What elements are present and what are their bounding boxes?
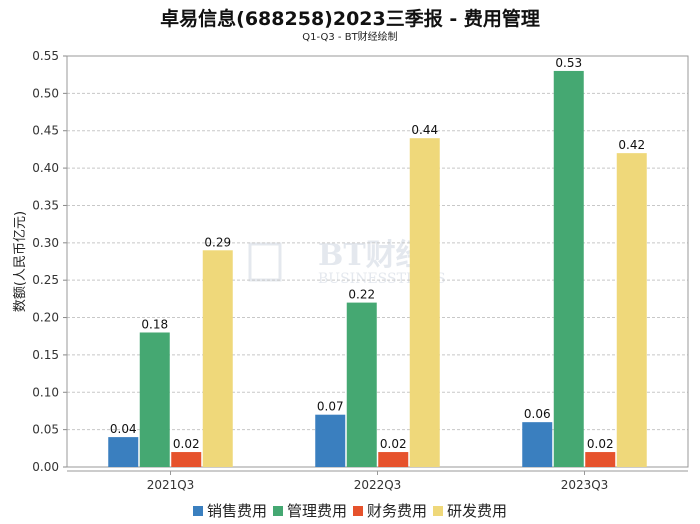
legend-swatch: [433, 506, 444, 516]
legend-label: 销售费用: [206, 502, 267, 520]
data-label: 0.07: [317, 400, 344, 414]
legend-label: 管理费用: [286, 502, 347, 520]
y-tick-label: 0.15: [32, 348, 59, 362]
y-tick-label: 0.25: [32, 273, 59, 287]
y-tick-label: 0.35: [32, 198, 59, 212]
bar-2023Q3-管理费用: [553, 70, 584, 467]
y-tick-label: 0.20: [32, 311, 59, 325]
bar-2022Q3-研发费用: [409, 138, 440, 467]
bar-2022Q3-管理费用: [346, 302, 377, 467]
data-label: 0.44: [411, 123, 438, 137]
legend-item[interactable]: 研发费用: [433, 500, 507, 521]
bar-2021Q3-研发费用: [202, 250, 233, 467]
data-label: 0.42: [618, 138, 645, 152]
legend-swatch: [353, 506, 363, 516]
bar-2023Q3-财务费用: [585, 452, 616, 467]
y-tick-label: 0.55: [32, 49, 59, 63]
y-tick-label: 0.45: [32, 124, 59, 138]
bar-2021Q3-财务费用: [171, 452, 202, 467]
watermark-logo: BT财经: [318, 238, 426, 273]
bar-2023Q3-研发费用: [616, 153, 647, 468]
legend: 销售费用 管理费用 财务费用 研发费用: [0, 500, 700, 521]
data-label: 0.02: [173, 437, 200, 451]
legend-label: 研发费用: [447, 502, 508, 520]
y-tick-label: 0.40: [32, 161, 59, 175]
bar-2022Q3-财务费用: [378, 452, 409, 467]
x-tick-label: 2021Q3: [147, 478, 195, 492]
y-tick-label: 0.05: [32, 423, 59, 437]
y-tick-label: 0.00: [32, 460, 59, 474]
data-label: 0.04: [110, 422, 137, 436]
legend-item[interactable]: 销售费用: [192, 500, 267, 521]
data-label: 0.18: [141, 317, 168, 331]
data-label: 0.53: [555, 56, 582, 70]
legend-swatch: [192, 506, 203, 516]
data-label: 0.06: [524, 407, 551, 421]
y-tick-label: 0.30: [32, 236, 59, 250]
data-label: 0.02: [380, 437, 407, 451]
chart-subtitle: Q1-Q3 - BT财经绘制: [302, 32, 398, 43]
x-tick-label: 2022Q3: [354, 478, 402, 492]
bar-2021Q3-销售费用: [108, 437, 139, 467]
legend-item[interactable]: 管理费用: [272, 500, 347, 521]
data-label: 0.29: [204, 235, 231, 249]
y-tick-label: 0.50: [32, 86, 59, 100]
plot-frame: [66, 55, 689, 468]
bar-2023Q3-销售费用: [522, 422, 553, 467]
data-label: 0.22: [348, 288, 375, 302]
legend-swatch: [272, 506, 283, 516]
bar-2021Q3-管理费用: [139, 332, 170, 467]
legend-label: 财务费用: [367, 502, 428, 520]
chart-title: 卓易信息(688258)2023三季报 - 费用管理: [160, 8, 540, 30]
watermark-icon: [248, 242, 282, 282]
y-tick-label: 0.10: [32, 385, 59, 399]
y-axis-label: 数额(人民币亿元): [13, 211, 28, 312]
legend-item[interactable]: 财务费用: [353, 500, 427, 521]
bar-2022Q3-销售费用: [315, 414, 346, 467]
x-tick-label: 2023Q3: [561, 478, 609, 492]
data-label: 0.02: [587, 437, 614, 451]
